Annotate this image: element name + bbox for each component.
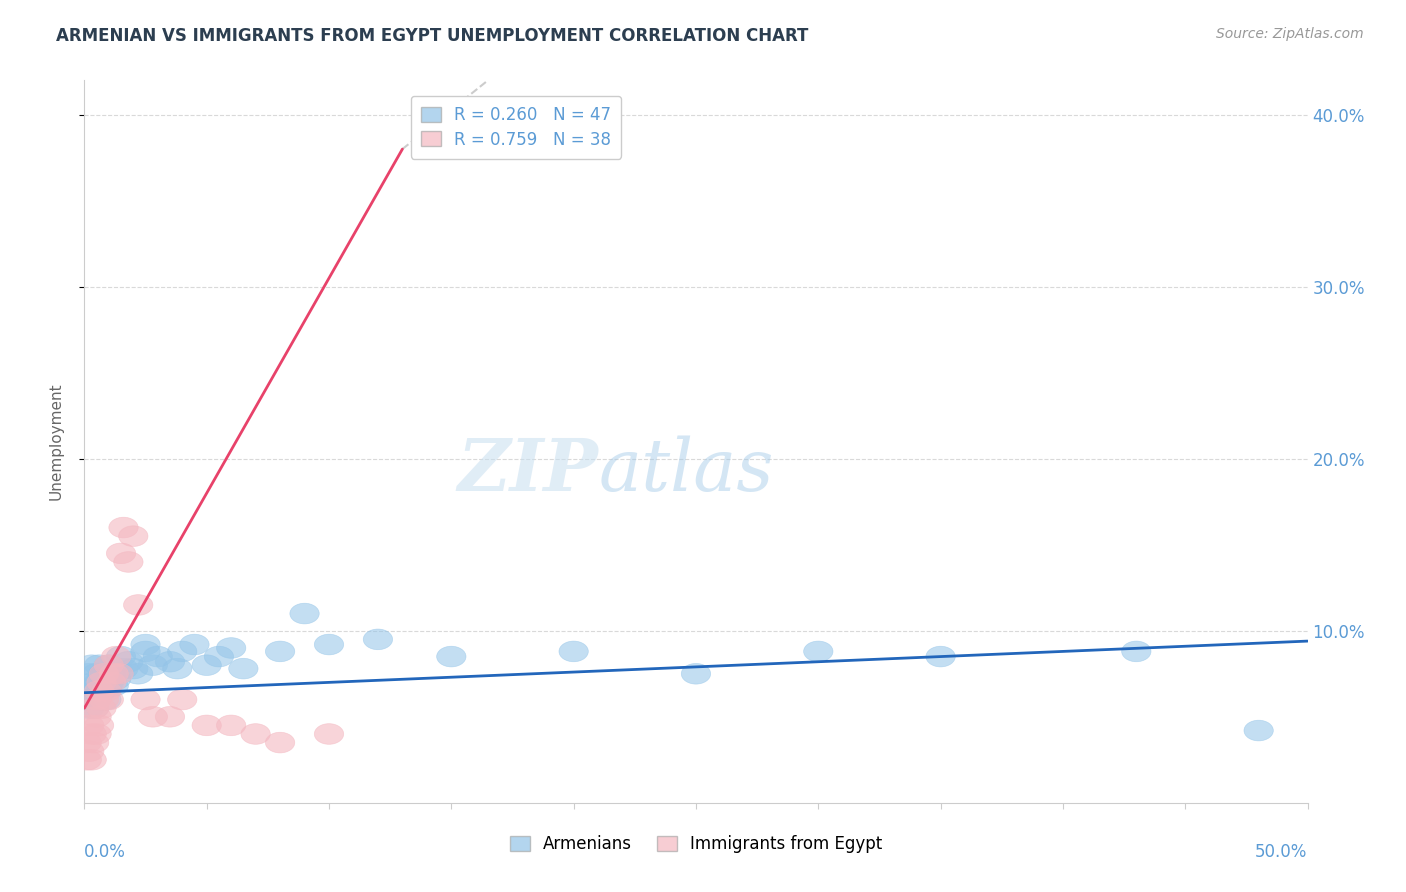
Ellipse shape [84,672,114,693]
Ellipse shape [77,723,107,744]
Ellipse shape [108,658,138,679]
Ellipse shape [77,749,107,770]
Ellipse shape [804,641,832,662]
Ellipse shape [87,698,117,719]
Ellipse shape [87,672,117,693]
Ellipse shape [91,690,121,710]
Ellipse shape [72,690,101,710]
Ellipse shape [124,664,153,684]
Ellipse shape [131,634,160,655]
Ellipse shape [104,664,134,684]
Ellipse shape [82,681,111,701]
Text: ZIP: ZIP [457,435,598,506]
Ellipse shape [193,655,221,675]
Ellipse shape [108,517,138,538]
Ellipse shape [98,664,128,684]
Ellipse shape [82,706,111,727]
Ellipse shape [89,690,118,710]
Ellipse shape [143,646,173,667]
Ellipse shape [114,551,143,573]
Ellipse shape [82,723,111,744]
Ellipse shape [155,651,184,672]
Ellipse shape [98,675,128,696]
Ellipse shape [80,672,108,693]
Ellipse shape [131,690,160,710]
Ellipse shape [193,715,221,736]
Ellipse shape [682,664,710,684]
Ellipse shape [91,681,121,701]
Ellipse shape [75,698,104,719]
Ellipse shape [363,629,392,649]
Text: Source: ZipAtlas.com: Source: ZipAtlas.com [1216,27,1364,41]
Ellipse shape [315,634,343,655]
Ellipse shape [75,741,104,762]
Text: 0.0%: 0.0% [84,843,127,861]
Y-axis label: Unemployment: Unemployment [49,383,63,500]
Ellipse shape [75,664,104,684]
Ellipse shape [84,715,114,736]
Ellipse shape [180,634,209,655]
Ellipse shape [80,732,108,753]
Ellipse shape [240,723,270,744]
Ellipse shape [217,715,246,736]
Ellipse shape [94,690,124,710]
Ellipse shape [266,732,295,753]
Ellipse shape [94,672,124,693]
Ellipse shape [437,646,465,667]
Ellipse shape [204,646,233,667]
Ellipse shape [84,681,114,701]
Ellipse shape [72,749,101,770]
Ellipse shape [80,698,108,719]
Ellipse shape [114,651,143,672]
Ellipse shape [94,655,124,675]
Ellipse shape [266,641,295,662]
Ellipse shape [229,658,259,679]
Ellipse shape [1244,720,1274,741]
Ellipse shape [290,603,319,624]
Ellipse shape [75,715,104,736]
Text: ARMENIAN VS IMMIGRANTS FROM EGYPT UNEMPLOYMENT CORRELATION CHART: ARMENIAN VS IMMIGRANTS FROM EGYPT UNEMPL… [56,27,808,45]
Ellipse shape [97,672,127,693]
Ellipse shape [315,723,343,744]
Ellipse shape [82,664,111,684]
Ellipse shape [560,641,588,662]
Ellipse shape [80,698,108,719]
Ellipse shape [101,646,131,667]
Ellipse shape [138,655,167,675]
Ellipse shape [77,655,107,675]
Ellipse shape [131,641,160,662]
Ellipse shape [167,641,197,662]
Ellipse shape [107,646,136,667]
Text: atlas: atlas [598,435,773,506]
Ellipse shape [163,658,193,679]
Ellipse shape [118,526,148,547]
Ellipse shape [89,664,118,684]
Text: 50.0%: 50.0% [1256,843,1308,861]
Ellipse shape [167,690,197,710]
Ellipse shape [1122,641,1152,662]
Ellipse shape [138,706,167,727]
Ellipse shape [77,681,107,701]
Legend: Armenians, Immigrants from Egypt: Armenians, Immigrants from Egypt [503,828,889,860]
Ellipse shape [217,638,246,658]
Ellipse shape [72,732,101,753]
Ellipse shape [87,681,117,701]
Ellipse shape [927,646,955,667]
Ellipse shape [82,690,111,710]
Ellipse shape [155,706,184,727]
Ellipse shape [107,543,136,564]
Ellipse shape [84,655,114,675]
Ellipse shape [89,664,118,684]
Ellipse shape [97,664,127,684]
Ellipse shape [124,595,153,615]
Ellipse shape [94,655,124,675]
Ellipse shape [118,658,148,679]
Ellipse shape [101,669,131,690]
